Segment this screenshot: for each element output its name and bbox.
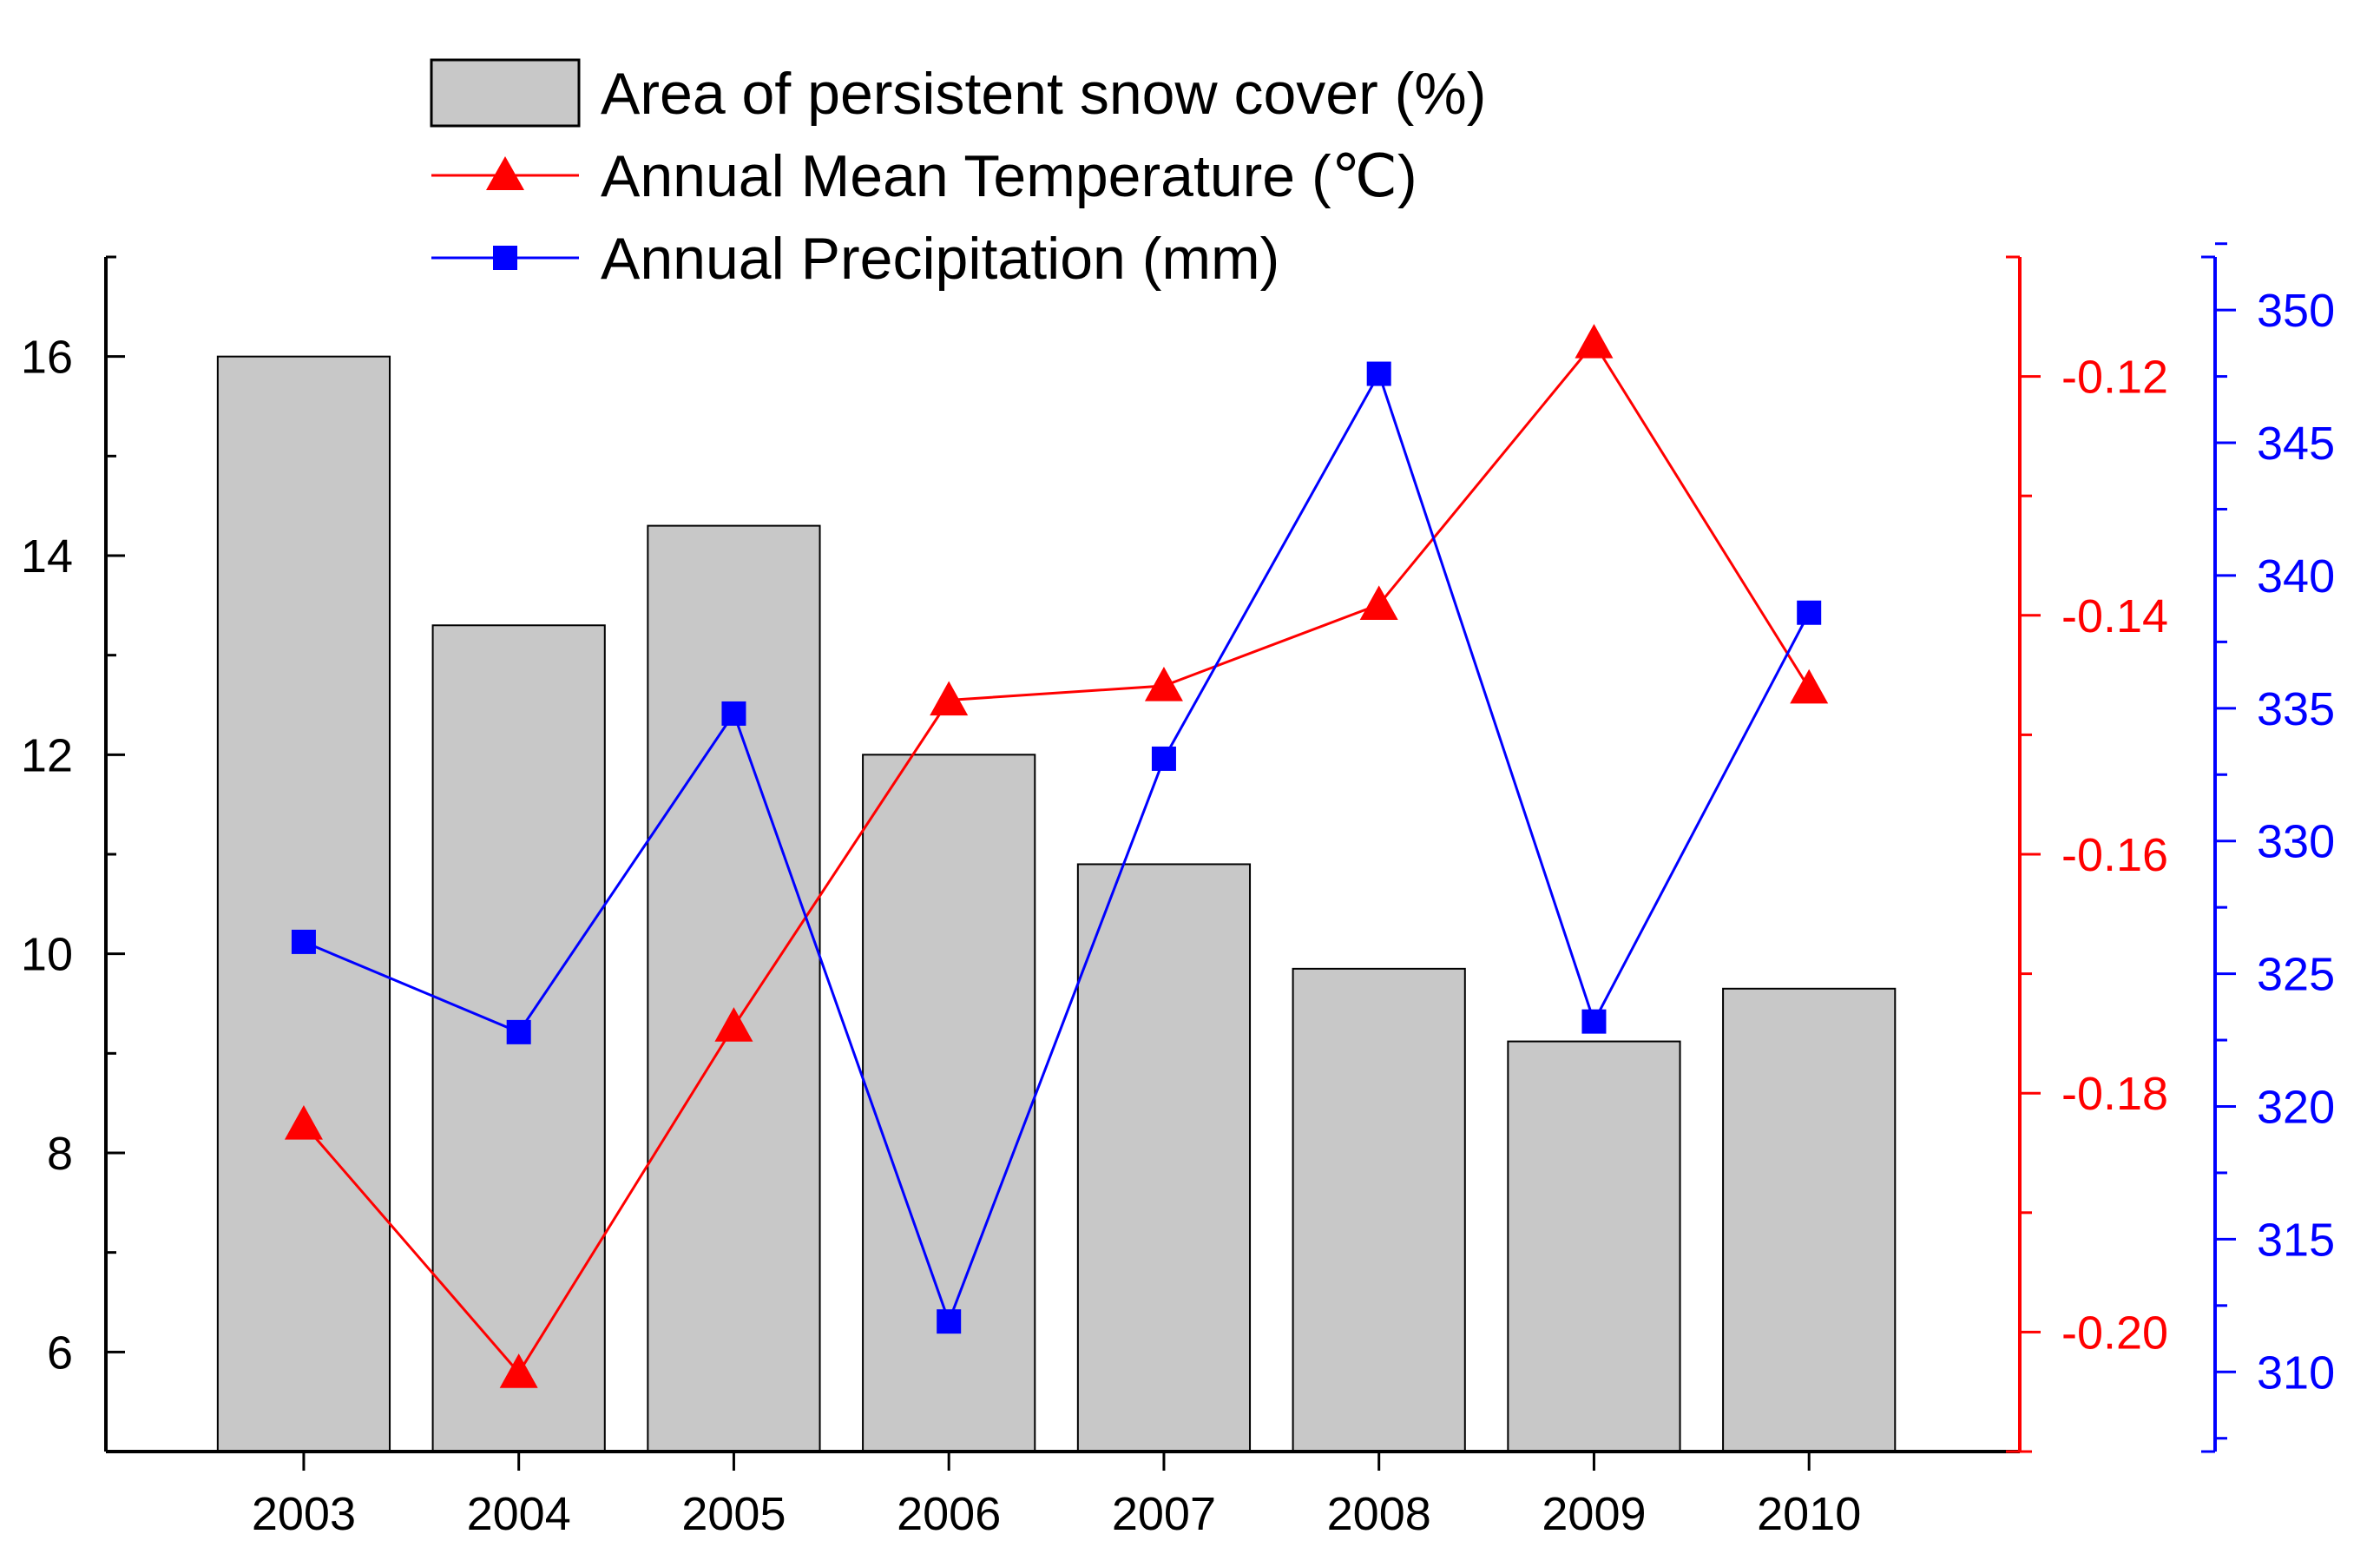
temperature-point-2006 — [930, 681, 969, 716]
legend-label-1: Annual Mean Temperature (℃) — [601, 143, 1417, 209]
outer-right-axis-tick-label: 350 — [2257, 285, 2335, 337]
precipitation-point-2003 — [291, 929, 316, 954]
x-tick-label-2005: 2005 — [681, 1488, 786, 1540]
x-tick-label-2003: 2003 — [252, 1488, 356, 1540]
temperature-point-2010 — [1790, 668, 1829, 704]
outer-right-axis-tick-label: 335 — [2257, 683, 2335, 735]
legend-swatch-precipitation-marker — [493, 246, 517, 270]
outer-right-axis-tick-label: 325 — [2257, 949, 2335, 1001]
left-axis-tick-label: 16 — [21, 332, 73, 384]
bar-2005 — [647, 524, 821, 1452]
precipitation-point-2004 — [506, 1019, 531, 1044]
precipitation-point-2006 — [937, 1309, 962, 1334]
bar-2010 — [1722, 987, 1897, 1453]
outer-right-axis-tick-label: 330 — [2257, 816, 2335, 868]
right-axis-tick-label: -0.14 — [2061, 590, 2168, 642]
temperature-point-2003 — [284, 1104, 323, 1140]
temperature-line — [302, 340, 1811, 1375]
legend-label-0: Area of persistent snow cover (%) — [601, 61, 1486, 127]
precipitation-point-2009 — [1581, 1009, 1607, 1034]
right-axis-tick-label: -0.16 — [2061, 829, 2168, 881]
temperature-point-2009 — [1575, 324, 1614, 359]
outer-right-axis-tick-label: 320 — [2257, 1081, 2335, 1133]
right-axis-tick-label: -0.12 — [2061, 352, 2168, 404]
temperature-point-2008 — [1359, 585, 1398, 621]
left-axis-tick-label: 12 — [21, 729, 73, 781]
outer-right-axis-tick-label: 310 — [2257, 1347, 2335, 1399]
right-axis-tick-label: -0.18 — [2061, 1068, 2168, 1120]
left-axis-tick-label: 10 — [21, 929, 73, 981]
bar-2007 — [1076, 863, 1252, 1452]
line-series — [284, 324, 1829, 1388]
precipitation-point-2007 — [1151, 746, 1176, 771]
precipitation-point-2008 — [1366, 361, 1391, 386]
outer-right-axis-tick-label: 345 — [2257, 418, 2335, 470]
precipitation-point-2005 — [721, 701, 746, 726]
legend-swatch-temperature-marker — [486, 156, 524, 190]
x-tick-label-2007: 2007 — [1112, 1488, 1216, 1540]
left-axis-tick-label: 6 — [47, 1327, 73, 1379]
bar-2006 — [862, 754, 1036, 1452]
left-axis-tick-label: 8 — [47, 1128, 73, 1180]
axes: 6 8 10 12 14 16 2003 2004 2005 2006 2007 2008 2009 20… — [21, 242, 2335, 1540]
bar-2003 — [216, 355, 391, 1453]
x-tick-label-2008: 2008 — [1327, 1488, 1431, 1540]
temperature-point-2007 — [1144, 666, 1183, 701]
bar-2009 — [1507, 1040, 1681, 1453]
bars — [216, 355, 1897, 1453]
outer-right-axis-tick-label: 315 — [2257, 1214, 2335, 1266]
temperature-point-2004 — [499, 1353, 538, 1388]
x-tick-label-2006: 2006 — [897, 1488, 1001, 1540]
x-tick-label-2010: 2010 — [1757, 1488, 1861, 1540]
x-tick-label-2004: 2004 — [467, 1488, 571, 1540]
right-axis-tick-label: -0.20 — [2061, 1307, 2168, 1359]
bar-2008 — [1292, 967, 1466, 1453]
temperature-point-2005 — [714, 1007, 753, 1042]
legend: Area of persistent snow cover (%) Annual … — [430, 58, 1486, 292]
x-tick-label-2009: 2009 — [1542, 1488, 1646, 1540]
outer-right-axis-tick-label: 340 — [2257, 550, 2335, 603]
legend-swatch-snow-cover — [430, 58, 581, 128]
legend-label-2: Annual Precipitation (mm) — [601, 226, 1279, 292]
left-axis-tick-label: 14 — [21, 530, 73, 583]
precipitation-line — [303, 370, 1811, 1326]
precipitation-point-2010 — [1797, 600, 1822, 625]
